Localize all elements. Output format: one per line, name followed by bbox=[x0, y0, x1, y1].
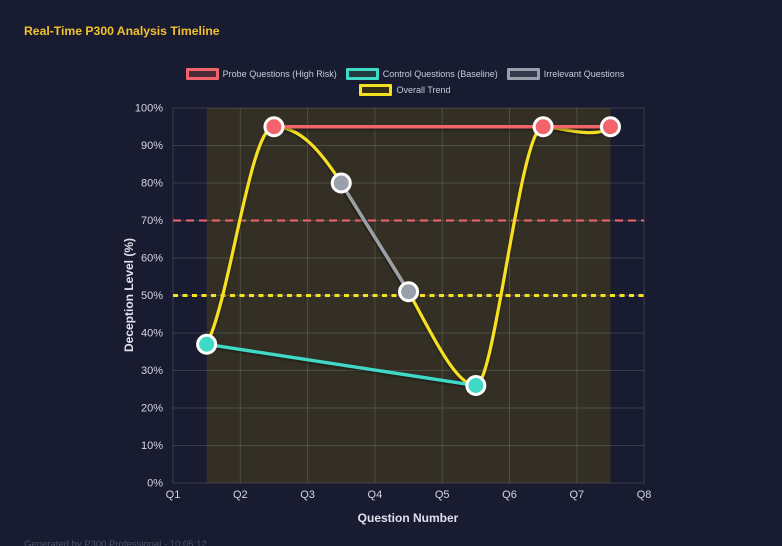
svg-text:Q2: Q2 bbox=[233, 489, 248, 501]
svg-text:70%: 70% bbox=[141, 215, 163, 227]
svg-text:10%: 10% bbox=[141, 440, 163, 452]
svg-text:100%: 100% bbox=[135, 103, 163, 115]
svg-text:80%: 80% bbox=[141, 178, 163, 190]
svg-text:20%: 20% bbox=[141, 403, 163, 415]
svg-text:50%: 50% bbox=[141, 290, 163, 302]
svg-text:0%: 0% bbox=[147, 478, 163, 490]
svg-text:Q8: Q8 bbox=[637, 489, 652, 501]
svg-text:Q5: Q5 bbox=[435, 489, 450, 501]
svg-text:Q1: Q1 bbox=[166, 489, 181, 501]
svg-text:Q3: Q3 bbox=[300, 489, 315, 501]
svg-text:Question Number: Question Number bbox=[358, 511, 459, 525]
svg-text:Deception Level (%): Deception Level (%) bbox=[122, 238, 136, 352]
svg-text:Q7: Q7 bbox=[569, 489, 584, 501]
svg-text:30%: 30% bbox=[141, 365, 163, 377]
svg-text:40%: 40% bbox=[141, 328, 163, 340]
svg-text:Q4: Q4 bbox=[368, 489, 383, 501]
svg-text:60%: 60% bbox=[141, 253, 163, 265]
svg-text:Q6: Q6 bbox=[502, 489, 517, 501]
svg-text:90%: 90% bbox=[141, 140, 163, 152]
